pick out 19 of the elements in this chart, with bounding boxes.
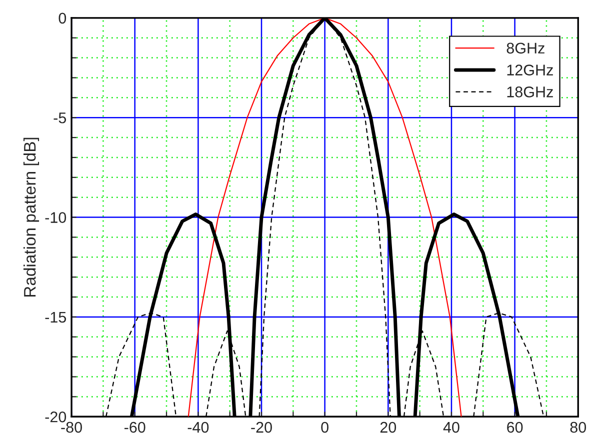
legend-label: 18GHz: [507, 86, 553, 98]
y-tick-label: -20: [45, 412, 66, 422]
y-tick-label: 0: [58, 12, 66, 24]
y-tick-label: -10: [45, 212, 66, 223]
y-tick-label: -15: [45, 312, 66, 323]
y-axis-title: Radiation pattern [dB]: [23, 138, 40, 297]
x-tick-label: 20: [380, 422, 396, 433]
x-tick-label: 80: [570, 422, 586, 433]
x-tick-label: 60: [507, 422, 523, 433]
x-tick-label: 0: [321, 422, 328, 433]
y-tick-label: -5: [54, 112, 66, 124]
line-series: [188, 18, 462, 417]
x-tick-label: -40: [188, 422, 209, 433]
x-tick-label: 40: [443, 422, 460, 433]
x-tick-label: -20: [251, 422, 272, 433]
x-tick-label: -60: [124, 422, 146, 433]
x-tick-label: -80: [61, 422, 82, 433]
legend-label: 12GHz: [507, 64, 553, 76]
legend-label: 8GHz: [506, 42, 544, 54]
